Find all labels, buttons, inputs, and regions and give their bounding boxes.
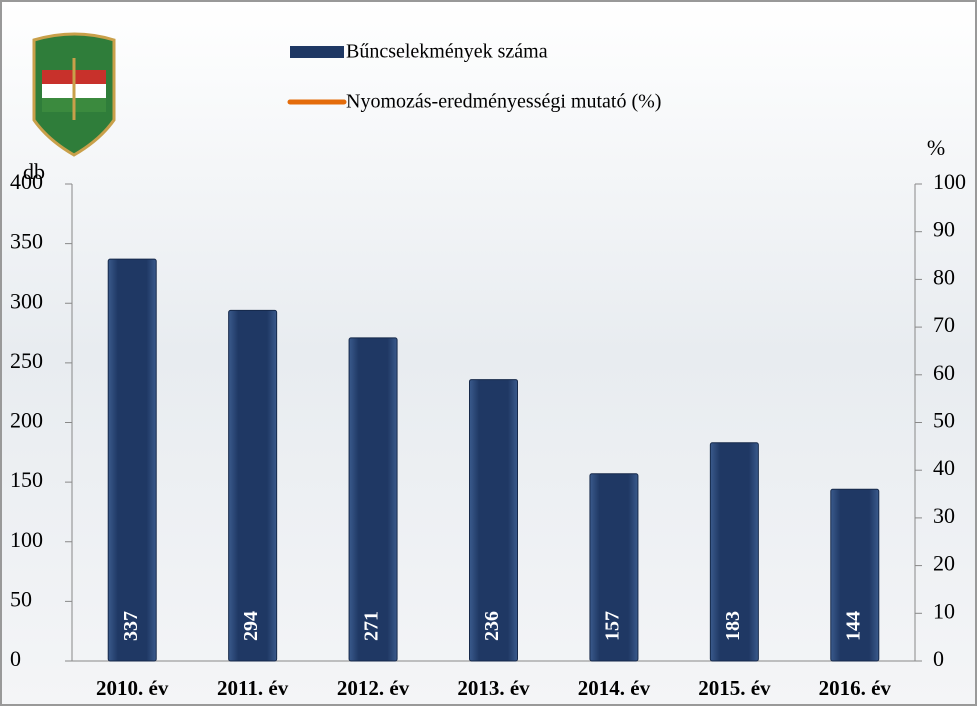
y-tick-label: 350 — [10, 229, 43, 254]
value-label: 294 — [240, 611, 262, 641]
value-label: 183 — [722, 611, 744, 641]
y2-tick-label: 20 — [933, 551, 955, 576]
bar — [108, 259, 156, 661]
x-tick-label: 2014. év — [578, 676, 651, 700]
y2-tick-label: 60 — [933, 360, 955, 385]
y2-tick-label: 100 — [933, 169, 966, 194]
value-label: 236 — [481, 611, 503, 641]
value-label: 157 — [602, 611, 624, 641]
chart: db % 05010015020025030035040001020304050… — [0, 0, 977, 706]
y2-tick-label: 50 — [933, 408, 955, 433]
y2-axis-label: % — [927, 135, 945, 160]
y2-tick-label: 10 — [933, 598, 955, 623]
y-tick-label: 250 — [10, 348, 43, 373]
y-tick-label: 200 — [10, 408, 43, 433]
x-tick-label: 2013. év — [457, 676, 530, 700]
value-label: 337 — [120, 611, 142, 641]
bar — [229, 310, 277, 661]
y2-tick-label: 80 — [933, 264, 955, 289]
value-label: 144 — [842, 611, 864, 641]
y2-tick-label: 0 — [933, 646, 944, 671]
x-tick-label: 2010. év — [96, 676, 169, 700]
x-tick-label: 2015. év — [698, 676, 771, 700]
x-tick-label: 2016. év — [819, 676, 892, 700]
value-label: 271 — [361, 611, 383, 641]
y-tick-label: 50 — [10, 586, 32, 611]
y2-tick-label: 40 — [933, 455, 955, 480]
legend-label: Nyomozás-eredményességi mutató (%) — [346, 91, 661, 113]
y-tick-label: 0 — [10, 646, 21, 671]
y2-tick-label: 90 — [933, 217, 955, 242]
y2-tick-label: 70 — [933, 312, 955, 337]
legend-label: Bűncselekmények száma — [346, 41, 548, 63]
y2-tick-label: 30 — [933, 503, 955, 528]
y-tick-label: 300 — [10, 288, 43, 313]
x-tick-label: 2011. év — [217, 676, 289, 700]
y-tick-label: 400 — [10, 169, 43, 194]
x-tick-label: 2012. év — [337, 676, 410, 700]
y-tick-label: 150 — [10, 467, 43, 492]
y-tick-label: 100 — [10, 527, 43, 552]
legend-swatch — [290, 46, 344, 58]
